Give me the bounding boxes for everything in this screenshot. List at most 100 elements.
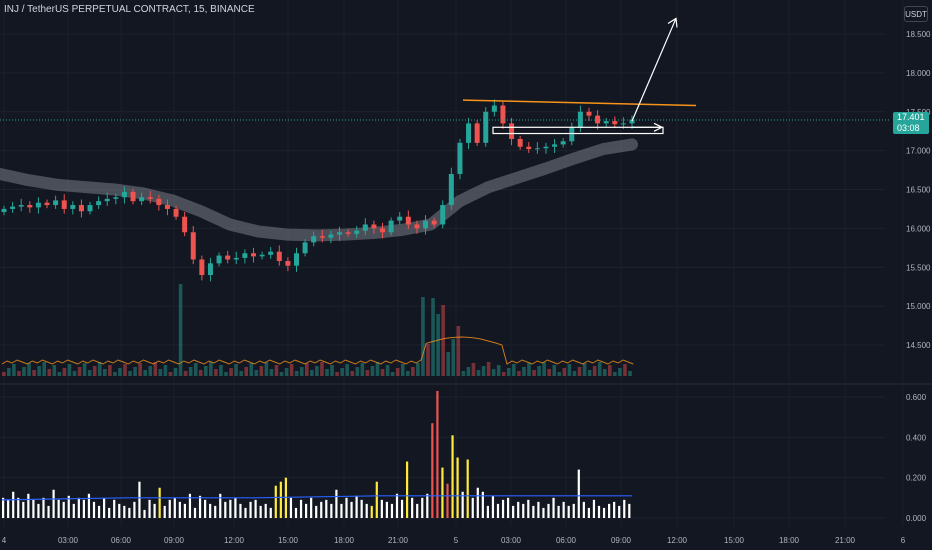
volume-bar <box>522 367 526 376</box>
indicator-bar <box>486 505 489 518</box>
currency-button[interactable]: USDT <box>904 6 928 22</box>
candle-body <box>259 254 265 257</box>
indicator-bar <box>613 501 616 518</box>
volume-bar <box>411 367 415 376</box>
indicator-bar <box>234 497 237 518</box>
candle-body <box>53 200 59 206</box>
volume-bar <box>441 305 445 376</box>
indicator-bar <box>623 499 626 518</box>
indicator-bar <box>229 499 232 518</box>
volume-bar <box>330 365 334 376</box>
volume-bar <box>618 368 622 376</box>
volume-bar <box>542 362 546 376</box>
indicator-tick-label: 0.200 <box>906 474 927 483</box>
moving-average-band <box>0 138 638 242</box>
indicator-bar <box>365 503 368 518</box>
volume-bar <box>395 368 400 376</box>
volume-bar <box>183 371 188 376</box>
volume-bar <box>128 371 132 376</box>
volume-bar <box>577 367 582 376</box>
time-tick-label: 06:00 <box>111 536 132 545</box>
candle-body <box>620 123 626 125</box>
indicator-bar <box>198 495 202 518</box>
volume-bar <box>239 371 243 376</box>
indicator-bar <box>552 497 555 518</box>
volume-bar <box>82 363 87 376</box>
indicator-bar <box>512 505 515 518</box>
indicator-bar <box>133 501 136 518</box>
indicator-bar <box>279 481 282 518</box>
candle-body <box>96 201 102 206</box>
indicator-bar <box>249 501 252 518</box>
volume-bar <box>198 370 203 376</box>
candle-body <box>345 232 351 234</box>
indicator-bar <box>628 503 631 518</box>
indicator-bar <box>360 499 363 518</box>
volume-bar <box>289 364 294 376</box>
volume-bar <box>345 364 349 376</box>
indicator-bar <box>481 491 484 518</box>
candle-body <box>293 253 299 266</box>
candle-body <box>457 142 463 174</box>
volume-bar <box>355 367 360 376</box>
candle-body <box>199 259 205 276</box>
volume-bar <box>325 369 329 376</box>
volume-bar <box>7 368 11 376</box>
volume-bar <box>178 284 183 376</box>
price-axis[interactable]: 18.50018.00017.50017.00016.50016.00015.5… <box>906 30 931 523</box>
volume-bar <box>214 369 218 376</box>
indicator-bar <box>587 507 590 518</box>
time-tick-label: 15:00 <box>278 536 299 545</box>
candle-body <box>491 105 497 112</box>
volume-bar <box>547 369 551 376</box>
candle-body <box>603 121 609 124</box>
indicator-bar <box>22 501 25 518</box>
candle-body <box>18 205 24 207</box>
candle-body <box>552 144 558 147</box>
volume-bar <box>37 366 41 376</box>
volume-bar <box>264 362 269 376</box>
volume-bar <box>17 371 21 376</box>
candle-body <box>362 224 368 231</box>
indicator-bar <box>183 503 186 518</box>
volume-bar <box>486 362 491 376</box>
indicator-bar <box>380 499 383 518</box>
candle-body <box>448 173 454 206</box>
indicator-bar <box>426 493 429 518</box>
time-axis[interactable]: 4 03:00 06:00 09:00 12:00 15:00 18:00 21:00 5 03:… <box>2 536 906 545</box>
candle-body <box>466 123 472 143</box>
candle-body <box>44 202 50 206</box>
trend-drawings[interactable] <box>462 17 697 135</box>
candle-body <box>130 191 136 202</box>
indicator-bar <box>82 499 85 518</box>
candle-body <box>276 251 282 262</box>
indicator-bar <box>163 505 166 518</box>
indicator-bar <box>148 499 151 518</box>
indicator-bar <box>168 499 171 518</box>
indicator-bar <box>572 503 575 518</box>
volume-bar <box>224 372 228 376</box>
volume-bar <box>537 366 541 376</box>
volume-bar <box>628 371 632 376</box>
volume-bar <box>118 368 122 376</box>
volume-bar <box>153 362 158 376</box>
candle-body <box>526 146 532 150</box>
indicator-bar <box>7 499 10 518</box>
time-tick-label: 09:00 <box>164 536 185 545</box>
indicator-bar <box>406 461 409 518</box>
volume-bar <box>385 365 390 376</box>
indicator-bar <box>395 493 399 518</box>
indicator-bar <box>47 505 50 518</box>
time-tick-label: 03:00 <box>58 536 79 545</box>
indicator-bar <box>562 501 565 518</box>
candle-body <box>27 205 33 208</box>
time-tick-label: 12:00 <box>667 536 688 545</box>
indicator-bar <box>259 505 262 518</box>
indicator-bar <box>441 467 444 518</box>
volume-bar <box>426 344 430 376</box>
volume-bar <box>421 297 425 376</box>
candle-body <box>577 111 583 128</box>
indicator-bar <box>214 505 217 518</box>
projection-arrow-line <box>631 18 677 122</box>
